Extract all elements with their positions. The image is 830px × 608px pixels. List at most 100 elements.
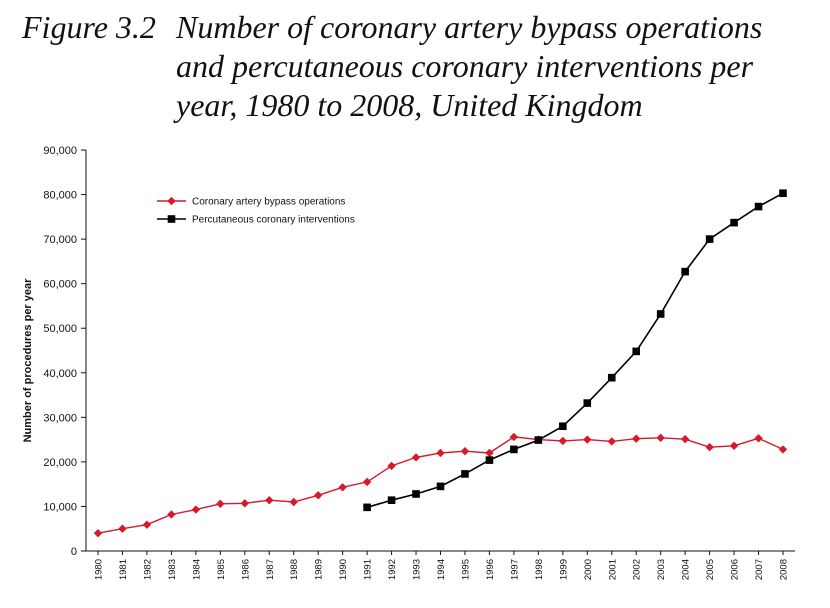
x-tick-label: 2008 <box>779 559 790 580</box>
x-tick-label: 1987 <box>265 559 276 580</box>
y-tick-label: 90,000 <box>43 145 77 157</box>
series-cabg-point <box>191 505 201 514</box>
x-tick-label: 1983 <box>167 559 178 580</box>
series-cabg-point <box>118 524 127 533</box>
series-cabg-point <box>313 491 323 500</box>
x-tick-label: 2001 <box>607 559 618 580</box>
series-cabg-point <box>216 499 225 508</box>
series-cabg-point <box>754 434 763 443</box>
x-tick-label: 1995 <box>460 559 471 580</box>
x-tick-label: 1986 <box>240 559 251 580</box>
series-pci-point <box>779 189 787 198</box>
legend-pci-marker <box>167 215 176 223</box>
y-axis-ticks: 0 10,000 20,000 30,000 40,000 50,000 60,000 70,… <box>43 145 86 558</box>
series-cabg-point <box>265 496 274 505</box>
series-cabg-point <box>558 436 568 446</box>
x-tick-label: 2004 <box>681 559 692 580</box>
x-tick-label: 1988 <box>289 559 300 580</box>
x-tick-label: 1982 <box>142 559 153 580</box>
series-pci-point <box>656 310 665 318</box>
series-cabg-point <box>729 441 739 451</box>
series-cabg-point <box>387 461 396 471</box>
y-tick-label: 0 <box>71 546 77 558</box>
x-tick-label: 2005 <box>705 559 716 580</box>
series-pci-point <box>632 347 641 356</box>
series-cabg-point <box>93 528 103 538</box>
y-tick-label: 20,000 <box>43 457 77 469</box>
x-tick-label: 1989 <box>314 559 325 580</box>
series-pci-point <box>436 482 445 491</box>
x-tick-label: 2000 <box>583 559 594 580</box>
series-cabg-point <box>607 437 616 446</box>
series-pci-point <box>387 496 396 505</box>
series-cabg-point <box>705 442 714 452</box>
y-tick-label: 40,000 <box>43 368 77 380</box>
chart-axes <box>85 150 795 552</box>
x-tick-label: 1997 <box>509 559 520 580</box>
x-tick-label: 1992 <box>387 559 398 580</box>
series-cabg-point <box>240 499 249 508</box>
series-pci <box>363 189 787 512</box>
series-cabg-point <box>411 453 421 462</box>
x-axis-ticks: 1980 1981 1982 1983 1984 1985 1986 1987 1988 1989… <box>94 551 790 580</box>
y-tick-label: 10,000 <box>43 501 77 513</box>
series-cabg-point <box>485 448 494 458</box>
series-cabg <box>93 432 788 538</box>
series-pci-point <box>705 235 714 243</box>
chart-series <box>93 189 788 538</box>
legend-cabg-label: Coronary artery bypass operations <box>192 197 345 208</box>
x-tick-label: 1981 <box>118 559 129 580</box>
x-tick-label: 1996 <box>485 559 496 580</box>
chart-legend: Coronary artery bypass operations Percuta… <box>157 197 355 226</box>
series-cabg-point <box>338 483 347 492</box>
figure-title: Number of coronary artery bypass operati… <box>176 9 763 123</box>
x-tick-label: 2007 <box>754 559 765 580</box>
x-tick-label: 1985 <box>216 559 227 580</box>
series-pci-point <box>485 456 494 464</box>
y-tick-label: 70,000 <box>43 234 77 246</box>
series-pci-point <box>363 503 371 512</box>
series-cabg-point <box>436 448 445 458</box>
series-pci-point <box>412 490 420 498</box>
series-pci-point <box>607 373 616 382</box>
x-tick-label: 1994 <box>436 559 447 580</box>
series-cabg-point <box>289 497 298 507</box>
series-pci-line <box>366 192 784 509</box>
series-pci-point <box>534 436 543 444</box>
series-pci-point <box>681 267 689 276</box>
series-pci-point <box>583 399 592 407</box>
series-pci-point <box>559 422 567 431</box>
x-tick-label: 2006 <box>730 559 741 580</box>
series-cabg-point <box>632 434 641 443</box>
series-pci-point <box>754 202 763 211</box>
series-cabg-point <box>167 510 176 519</box>
series-cabg-point <box>778 445 788 454</box>
series-cabg-point <box>656 433 665 443</box>
y-tick-label: 80,000 <box>43 190 77 202</box>
legend-cabg-marker <box>167 196 176 206</box>
x-tick-label: 1980 <box>94 559 105 580</box>
x-tick-label: 1999 <box>558 559 569 580</box>
x-tick-label: 1984 <box>191 559 202 580</box>
series-cabg-point <box>583 435 592 444</box>
x-tick-label: 2003 <box>656 559 667 580</box>
y-tick-label: 60,000 <box>43 279 77 291</box>
series-cabg-point <box>362 477 372 487</box>
x-tick-label: 1991 <box>363 559 374 580</box>
x-tick-label: 1990 <box>338 559 349 580</box>
x-tick-label: 1998 <box>534 559 545 580</box>
y-axis-label: Number of procedures per year <box>22 278 34 443</box>
series-pci-point <box>461 470 469 478</box>
series-cabg-point <box>142 520 152 529</box>
series-cabg-point <box>680 434 690 444</box>
x-tick-label: 1993 <box>412 559 423 580</box>
series-cabg-point <box>460 446 470 456</box>
x-tick-label: 2002 <box>632 559 643 580</box>
figure-label: Figure 3.2 <box>22 9 156 45</box>
y-tick-label: 50,000 <box>43 323 77 335</box>
series-pci-point <box>510 445 518 454</box>
series-pci-point <box>730 218 738 227</box>
legend-pci-label: Percutaneous coronary interventions <box>192 215 355 226</box>
series-cabg-point <box>509 432 519 442</box>
